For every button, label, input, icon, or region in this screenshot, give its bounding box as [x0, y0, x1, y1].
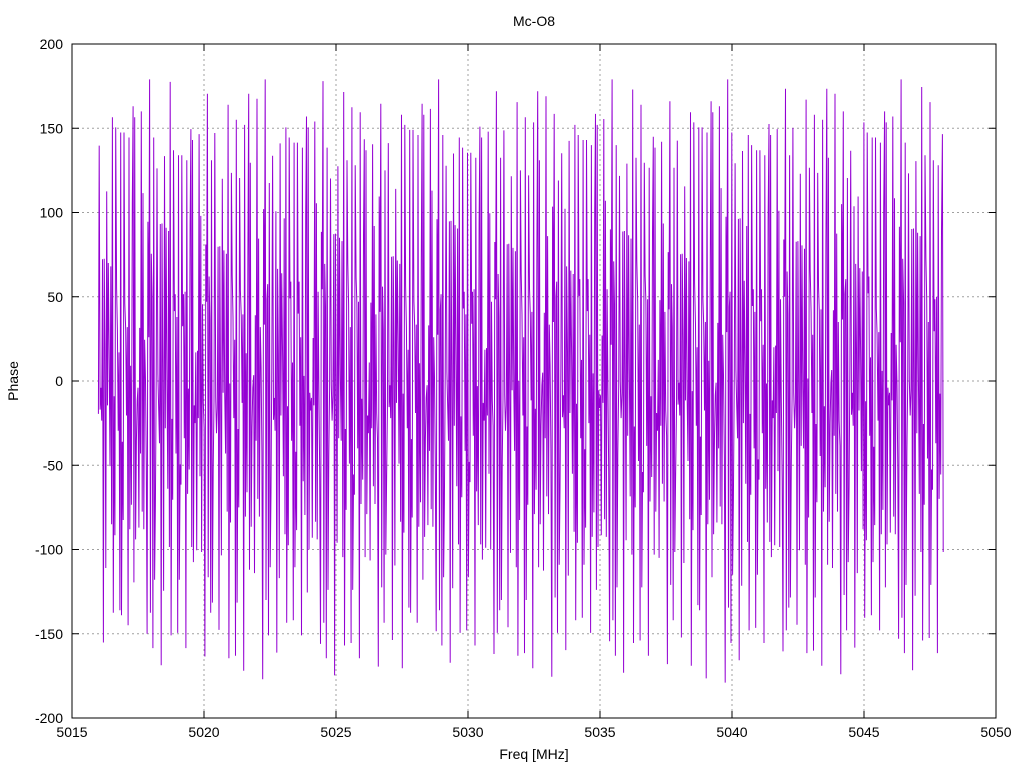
- y-tick-label: 200: [40, 36, 64, 52]
- chart-title: Mc-O8: [513, 13, 555, 29]
- x-tick-label: 5015: [56, 724, 87, 740]
- x-tick-label: 5025: [320, 724, 351, 740]
- y-tick-label: 150: [40, 120, 64, 136]
- x-axis-label: Freq [MHz]: [499, 746, 568, 762]
- y-tick-label: 0: [55, 373, 63, 389]
- x-tick-label: 5050: [980, 724, 1011, 740]
- y-tick-label: 100: [40, 205, 64, 221]
- y-tick-label: -100: [35, 542, 63, 558]
- x-tick-label: 5035: [584, 724, 615, 740]
- y-axis-label: Phase: [5, 361, 21, 401]
- x-tick-label: 5020: [188, 724, 219, 740]
- y-tick-label: 50: [47, 289, 63, 305]
- y-tick-label: -200: [35, 710, 63, 726]
- x-tick-label: 5045: [848, 724, 879, 740]
- y-tick-label: -150: [35, 626, 63, 642]
- y-tick-label: -50: [43, 457, 63, 473]
- series-line-0: [97, 79, 944, 683]
- tick-layer: 5015 5020 5025 5030 5035 5040 5045 5050 200 150 10…: [35, 36, 1012, 740]
- x-tick-label: 5040: [716, 724, 747, 740]
- series-layer: [97, 79, 944, 683]
- x-tick-label: 5030: [452, 724, 483, 740]
